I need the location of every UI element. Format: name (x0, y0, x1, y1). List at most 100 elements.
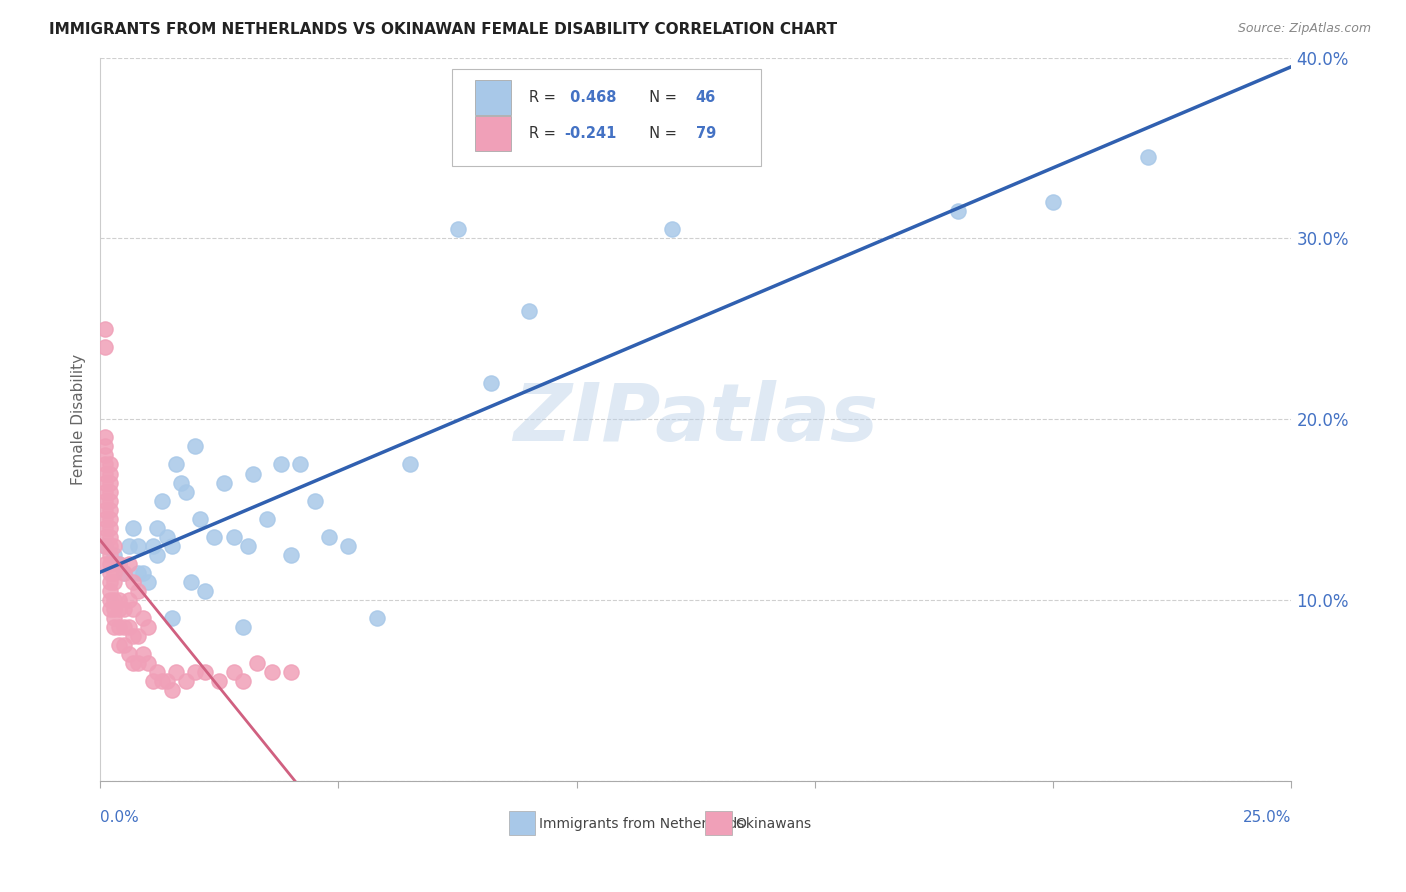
Point (446, 222, 468, 236)
FancyBboxPatch shape (475, 116, 512, 151)
Point (141, 539, 163, 553)
Point (242, 467, 264, 481)
Point (132, 566, 155, 580)
Text: N =: N = (640, 90, 682, 105)
Point (280, 548, 302, 562)
Point (517, 303, 540, 318)
Point (108, 638, 131, 652)
Point (112, 638, 135, 652)
Point (94, 484, 117, 499)
Point (108, 593, 131, 607)
Point (98, 539, 121, 553)
Point (94, 458, 117, 472)
Point (98, 512, 121, 526)
Point (98, 467, 121, 481)
Point (141, 674, 163, 689)
Point (103, 593, 125, 607)
Point (160, 683, 183, 698)
Point (127, 629, 149, 643)
Point (98, 584, 121, 599)
Point (150, 493, 173, 508)
Point (1137, 150, 1160, 164)
Point (94, 322, 117, 336)
Point (232, 620, 254, 634)
Point (236, 539, 259, 553)
Point (946, 204, 969, 219)
Point (246, 657, 269, 671)
Point (103, 539, 125, 553)
Point (94, 439, 117, 453)
FancyBboxPatch shape (475, 80, 512, 115)
Point (94, 512, 117, 526)
Text: 0.0%: 0.0% (100, 810, 139, 825)
Point (112, 566, 135, 580)
Point (122, 521, 145, 535)
Point (122, 574, 145, 589)
Point (180, 574, 202, 589)
Point (304, 493, 326, 508)
Point (122, 629, 145, 643)
Point (170, 475, 193, 490)
Point (156, 674, 179, 689)
Text: N =: N = (640, 126, 682, 141)
Point (108, 557, 131, 571)
Point (222, 530, 245, 544)
Point (132, 611, 155, 625)
Point (194, 665, 217, 680)
Point (118, 539, 141, 553)
Point (122, 602, 145, 616)
Point (98, 566, 121, 580)
Text: 0.468: 0.468 (565, 90, 616, 105)
Point (98, 548, 121, 562)
FancyBboxPatch shape (509, 811, 534, 835)
Text: 46: 46 (696, 90, 716, 105)
FancyBboxPatch shape (451, 69, 761, 166)
Point (98, 602, 121, 616)
Point (165, 458, 187, 472)
Point (188, 512, 211, 526)
Point (94, 493, 117, 508)
Point (160, 539, 183, 553)
Point (146, 665, 169, 680)
Point (118, 557, 141, 571)
Point (661, 222, 683, 236)
Point (94, 502, 117, 516)
Point (208, 674, 231, 689)
Text: 25.0%: 25.0% (1243, 810, 1292, 825)
Point (1042, 195, 1064, 210)
FancyBboxPatch shape (706, 811, 731, 835)
Point (112, 566, 135, 580)
Point (318, 530, 340, 544)
Point (118, 620, 141, 634)
Point (122, 657, 145, 671)
Point (98, 458, 121, 472)
Point (232, 674, 254, 689)
Point (103, 548, 125, 562)
Point (98, 502, 121, 516)
Point (399, 458, 422, 472)
Point (94, 539, 117, 553)
Point (366, 611, 388, 625)
Point (118, 593, 141, 607)
Y-axis label: Female Disability: Female Disability (72, 354, 86, 485)
Text: IMMIGRANTS FROM NETHERLANDS VS OKINAWAN FEMALE DISABILITY CORRELATION CHART: IMMIGRANTS FROM NETHERLANDS VS OKINAWAN … (49, 22, 838, 37)
Point (184, 439, 207, 453)
Point (165, 665, 187, 680)
Point (94, 430, 117, 444)
Point (270, 458, 292, 472)
Point (260, 665, 283, 680)
Point (94, 530, 117, 544)
Point (127, 566, 149, 580)
Point (98, 557, 121, 571)
Point (136, 620, 159, 634)
Point (156, 530, 179, 544)
Point (212, 475, 235, 490)
Point (108, 620, 131, 634)
Point (98, 574, 121, 589)
Point (98, 530, 121, 544)
Text: -0.241: -0.241 (565, 126, 617, 141)
Point (98, 484, 121, 499)
Point (150, 674, 173, 689)
Point (127, 584, 149, 599)
Point (108, 602, 131, 616)
